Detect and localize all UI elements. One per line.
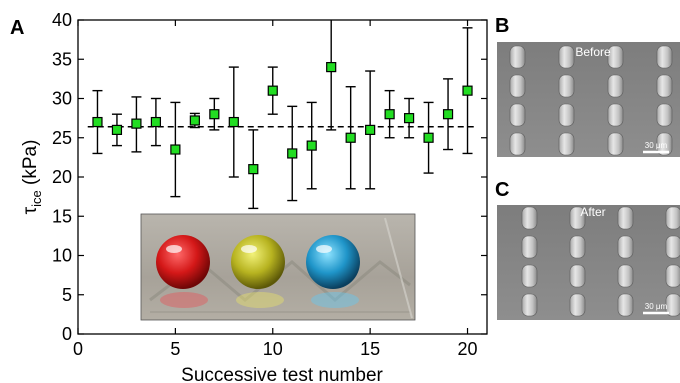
axis-ticks: 0 5 10 15 20 0 5 10 15 20 25 30 35 40 — [52, 10, 487, 359]
red-droplet — [156, 235, 210, 289]
micropillar — [607, 103, 624, 127]
data-point — [189, 115, 200, 126]
micropillar — [569, 235, 586, 259]
micropillar — [665, 293, 680, 317]
y-tick-label: 15 — [52, 206, 72, 226]
y-axis-label-subscript: ice — [29, 190, 44, 207]
data-point — [403, 113, 415, 124]
y-tick-label: 25 — [52, 128, 72, 148]
data-point — [287, 148, 298, 159]
y-tick-label: 40 — [52, 10, 72, 30]
y-axis-label: τice (kPa) — [20, 140, 44, 215]
data-point — [442, 109, 454, 120]
micropillar — [558, 74, 575, 98]
x-axis-label: Successive test number — [181, 365, 383, 383]
blue-droplet — [306, 235, 360, 289]
micropillar — [558, 103, 575, 127]
micropillar — [521, 206, 538, 230]
micropillar — [656, 132, 673, 156]
micropillar — [617, 293, 634, 317]
data-point — [345, 132, 356, 143]
micropillar — [617, 235, 634, 259]
panel-b-letter: B — [495, 15, 509, 37]
micropillar — [617, 206, 634, 230]
micropillar — [665, 235, 680, 259]
y-tick-label: 10 — [52, 246, 72, 266]
data-point — [170, 144, 181, 155]
micropillar — [509, 103, 526, 127]
data-point — [131, 118, 142, 129]
data-point — [111, 124, 123, 136]
panel-c: C After 30 μm — [495, 179, 680, 320]
data-point — [326, 61, 337, 73]
scalebar-after-label: 30 μm — [645, 302, 668, 311]
micropillar — [558, 45, 575, 69]
micropillar — [617, 264, 634, 288]
data-point — [209, 109, 220, 120]
x-tick-label: 20 — [458, 339, 478, 359]
micropillar — [509, 45, 526, 69]
y-tick-label: 35 — [52, 49, 72, 69]
micropillar — [665, 264, 680, 288]
micropillar — [509, 74, 526, 98]
y-tick-label: 20 — [52, 167, 72, 187]
data-point — [248, 164, 259, 175]
sem-image-before — [497, 42, 680, 157]
micropillar — [521, 293, 538, 317]
micropillar — [509, 132, 526, 156]
pillar-array-before — [509, 45, 673, 156]
sem-before-label: Before — [575, 45, 611, 59]
y-tick-label: 30 — [52, 89, 72, 109]
micropillar — [569, 293, 586, 317]
x-tick-label: 10 — [263, 339, 283, 359]
micropillar — [521, 264, 538, 288]
micropillar — [569, 206, 586, 230]
micropillar — [521, 235, 538, 259]
micropillar — [656, 74, 673, 98]
scalebar-before-label: 30 μm — [645, 141, 668, 150]
data-point — [267, 85, 278, 96]
panel-b: B Before 30 μm — [495, 15, 680, 157]
data-point — [423, 132, 434, 143]
micropillar — [569, 264, 586, 288]
micropillar — [558, 132, 575, 156]
data-marks — [92, 20, 473, 210]
y-tick-label: 0 — [62, 324, 72, 344]
data-point — [462, 85, 473, 96]
x-tick-label: 0 — [73, 339, 83, 359]
x-tick-label: 5 — [170, 339, 180, 359]
data-point — [384, 109, 395, 120]
pillar-array-after — [521, 206, 680, 317]
y-axis-label-symbol: τ — [20, 206, 41, 214]
micropillar — [656, 45, 673, 69]
data-point — [228, 116, 239, 128]
yellow-droplet — [231, 235, 285, 289]
data-point — [306, 140, 317, 151]
y-tick-label: 5 — [62, 285, 72, 305]
sem-after-label: After — [580, 205, 605, 219]
micropillar — [607, 74, 624, 98]
panel-a-letter: A — [10, 17, 24, 39]
droplet-photo-inset — [140, 213, 416, 321]
micropillar — [607, 45, 624, 69]
micropillar — [665, 206, 680, 230]
y-axis-label-unit: (kPa) — [20, 140, 41, 191]
data-point — [365, 124, 376, 136]
x-tick-label: 15 — [360, 339, 380, 359]
micropillar — [607, 132, 624, 156]
panel-c-letter: C — [495, 179, 509, 201]
data-point — [150, 116, 162, 128]
micropillar — [656, 103, 673, 127]
data-point — [92, 116, 103, 128]
